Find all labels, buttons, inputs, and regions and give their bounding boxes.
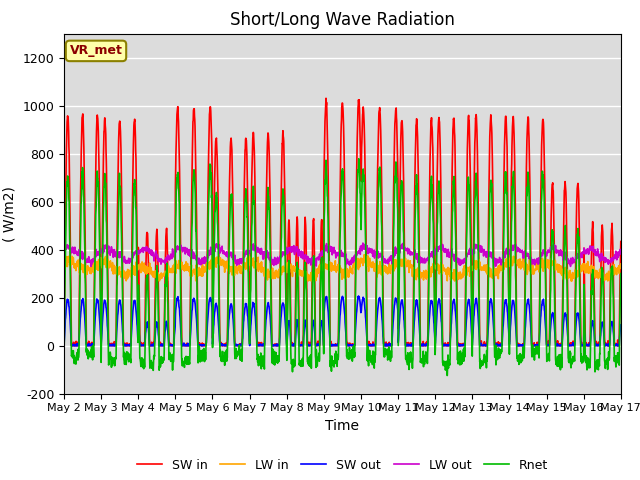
Rnet [216,318,223,324]
SW out [359,297,367,302]
SW out [505,327,513,333]
LW in [568,278,576,284]
Rnet [617,271,625,276]
Line: SW in: SW in [64,98,621,346]
Rnet [568,360,576,366]
SW in [60,339,68,345]
LW in [617,261,625,267]
LW out [359,240,367,246]
Rnet [505,289,513,295]
SW out [568,342,576,348]
Rnet [359,171,367,177]
Rnet [60,348,68,354]
LW out [60,248,68,254]
Y-axis label: ( W/m2): ( W/m2) [3,186,17,241]
Line: LW out: LW out [64,243,621,266]
LW in [216,258,223,264]
Text: VR_met: VR_met [70,44,122,58]
LW in [371,265,379,271]
SW out [355,293,362,299]
LW out [359,243,367,249]
LW in [60,256,68,262]
SW in [617,239,625,244]
SW out [60,342,68,348]
SW in [216,312,223,318]
SW in [505,263,513,268]
SW out [617,322,625,328]
LW out [216,245,223,251]
LW in [584,265,591,271]
Rnet [444,372,451,378]
LW in [122,278,130,284]
SW in [322,96,330,101]
Line: LW in: LW in [64,255,621,281]
LW in [505,258,513,264]
LW out [505,247,513,253]
X-axis label: Time: Time [325,419,360,433]
Title: Short/Long Wave Radiation: Short/Long Wave Radiation [230,11,455,29]
LW out [617,250,625,256]
LW out [568,258,576,264]
SW out [68,343,76,348]
SW in [359,110,367,116]
Legend: SW in, LW in, SW out, LW out, Rnet: SW in, LW in, SW out, LW out, Rnet [132,454,553,477]
SW out [216,337,223,343]
LW in [359,257,367,263]
Rnet [584,359,591,364]
SW out [371,342,379,348]
LW out [371,249,379,255]
SW out [584,343,591,348]
Rnet [371,356,379,361]
Line: Rnet: Rnet [64,159,621,375]
Line: SW out: SW out [64,296,621,346]
LW in [360,252,368,258]
SW in [68,343,76,348]
LW out [87,264,95,269]
SW in [371,343,379,348]
Rnet [355,156,363,162]
SW in [584,342,591,348]
SW in [568,340,576,346]
LW out [584,249,591,254]
